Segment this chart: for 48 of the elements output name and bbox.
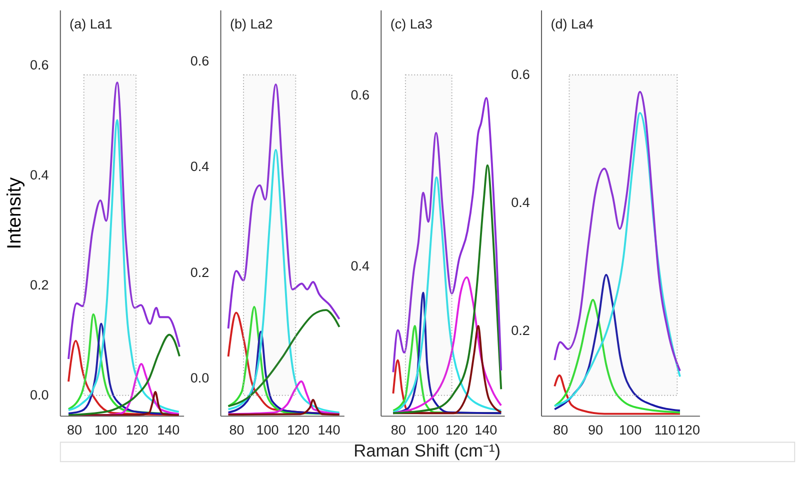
line-series [554,112,681,408]
y-tick-label: 0.4 [511,194,530,210]
y-tick-label: 0.6 [30,57,49,72]
text: (d) La4 [550,16,594,32]
line-series [554,298,681,414]
line-series [227,83,340,330]
line-series [227,148,340,414]
x-tick-label: 120 [126,422,148,438]
x-tick-label: 140 [474,422,498,438]
text: (c) La3 [390,16,432,32]
x-tick-label: 100 [416,422,439,438]
y-tick-label: 0.4 [30,167,50,182]
x-tick-label: 120 [677,422,700,438]
y-tick-label: 0.6 [511,66,530,82]
y-tick-label: 0.0 [30,388,49,403]
line-series [227,380,340,416]
x-tick-label: 90 [588,422,604,438]
x-tick-label: 140 [318,422,340,438]
x-tick-label: 140 [157,422,180,438]
x-tick-label: 120 [445,422,468,438]
line-series [554,274,681,412]
x-tick-label: 80 [553,422,568,438]
y-tick-label: 0.2 [30,278,49,293]
line-series [68,82,180,360]
x-tick-label: 100 [256,422,279,438]
line-series [227,398,340,416]
y-tick-label: 0.6 [190,54,210,69]
line-series [554,374,681,415]
line-series [554,90,681,372]
y-tick-label: 0.4 [350,258,370,274]
y-tick-label: 0.2 [190,264,210,280]
text: (a) La1 [70,16,112,32]
text: (b) La2 [230,16,273,32]
y-tick-label: 0.2 [511,322,530,338]
y-tick-label: 0.0 [190,370,210,386]
x-tick-label: 80 [229,422,244,438]
line-series [68,119,180,413]
x-tick-label: 120 [287,422,310,438]
x-tick-label: 80 [66,422,82,438]
x-tick-label: 100 [619,422,642,438]
x-tick-label: 110 [654,422,676,438]
line-series [392,96,502,374]
x-axis-title: Raman Shift (cm⁻¹) [354,440,501,460]
y-tick-label: 0.6 [350,88,370,103]
x-tick-label: 80 [390,422,406,438]
y-tick-label: 0.4 [190,159,210,174]
x-tick-label: 100 [94,422,118,438]
y-axis-title: Intensity [4,177,26,250]
